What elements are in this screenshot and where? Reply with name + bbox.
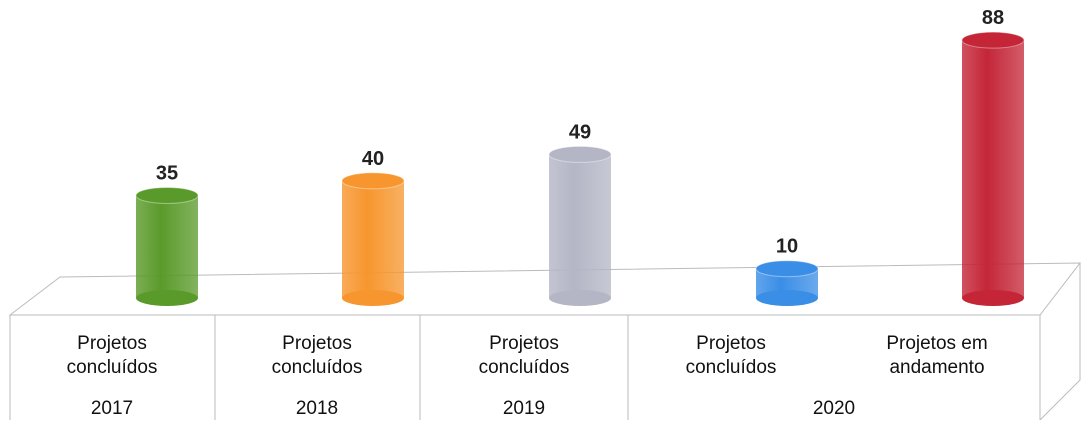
bar <box>962 40 1024 298</box>
category-label: Projetos concluídos <box>271 333 363 378</box>
group-label: 2020 <box>812 398 856 419</box>
bar-top <box>755 260 819 278</box>
bar <box>342 180 404 298</box>
bar-top <box>341 172 405 190</box>
category-label: Projetos concluídos <box>478 333 570 378</box>
category-label: Projetos concluídos <box>66 333 158 378</box>
bar-top <box>548 145 612 163</box>
group-label: 2018 <box>295 398 339 419</box>
data-label: 35 <box>156 162 178 184</box>
category-label: Projetos em andamento <box>886 333 988 378</box>
bar-top <box>961 31 1025 49</box>
data-label: 10 <box>776 236 798 258</box>
data-label: 40 <box>362 148 384 170</box>
table-edge <box>1039 263 1081 421</box>
category-label: Projetos concluídos <box>685 333 777 378</box>
group-label: 2017 <box>90 398 134 419</box>
bar <box>549 154 611 298</box>
bar-top <box>135 186 199 204</box>
group-label: 2019 <box>502 398 546 419</box>
data-label: 49 <box>569 121 591 143</box>
data-label: 88 <box>982 7 1004 29</box>
bar <box>136 195 198 298</box>
